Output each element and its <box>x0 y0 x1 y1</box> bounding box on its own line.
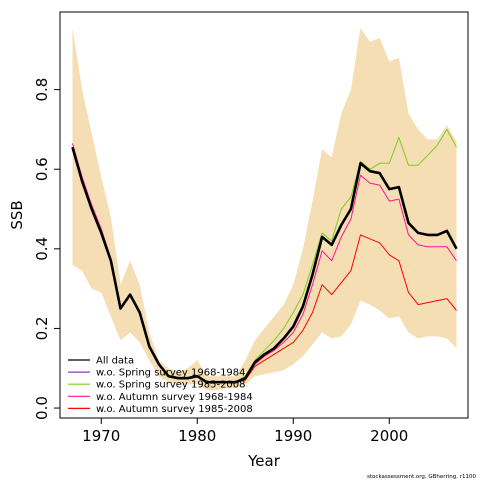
series-line-0 <box>71 146 458 384</box>
legend-label: w.o. Spring survey 1968-1984 <box>96 368 246 379</box>
confidence-band <box>72 27 457 391</box>
y-tick-label: 0.2 <box>33 316 51 340</box>
x-tick-label: 1970 <box>82 427 120 445</box>
footer-credit: stockassessment.org, GBherring, r1100 <box>367 474 476 480</box>
x-axis-title: Year <box>247 452 281 470</box>
y-axis-title: SSB <box>8 200 26 229</box>
y-axis: 0.0 0.2 0.4 0.6 0.8 <box>33 78 60 420</box>
legend-label: All data <box>96 356 134 367</box>
x-axis: 1970 1980 1990 2000 <box>82 418 408 445</box>
x-tick-label: 2000 <box>370 427 408 445</box>
y-tick-label: 0.4 <box>33 237 51 261</box>
y-tick-label: 0.8 <box>33 78 51 102</box>
y-tick-label: 0.6 <box>33 157 51 181</box>
legend-label: w.o. Autumn survey 1985-2008 <box>96 404 253 415</box>
legend-label: w.o. Spring survey 1985-2008 <box>96 380 246 391</box>
y-tick-label: 0.0 <box>33 396 51 420</box>
plot-frame <box>59 11 469 419</box>
legend-label: w.o. Autumn survey 1968-1984 <box>96 392 253 403</box>
plot-content <box>71 27 458 391</box>
x-tick-label: 1980 <box>178 427 216 445</box>
x-tick-label: 1990 <box>274 427 312 445</box>
